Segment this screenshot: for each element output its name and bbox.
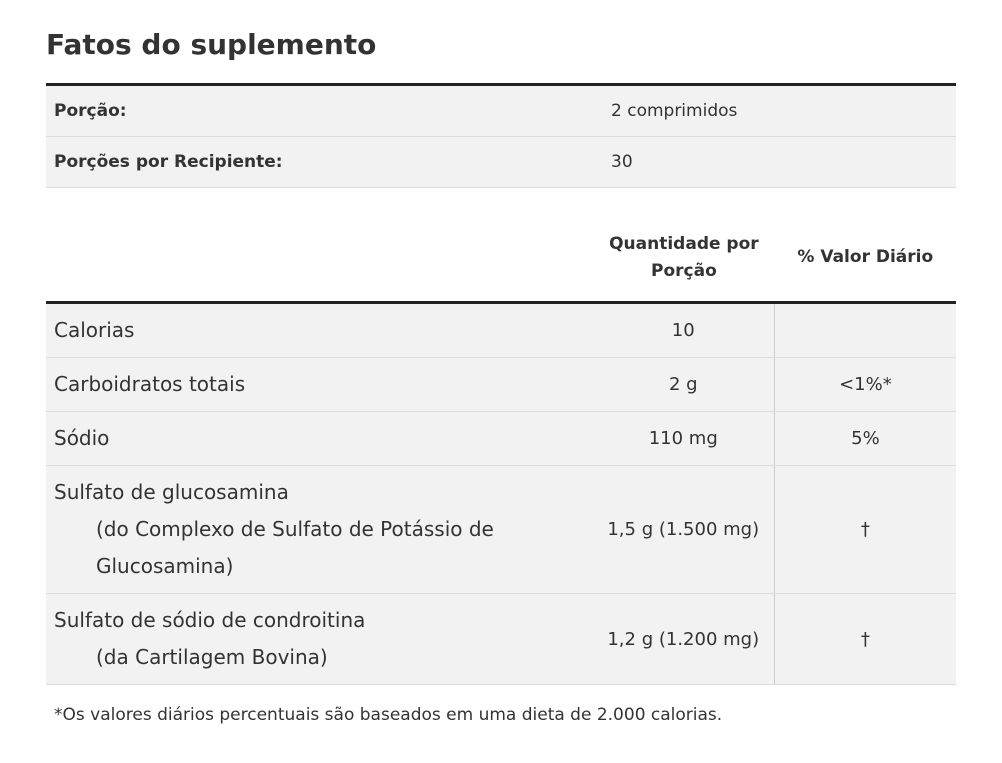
nutrient-cell: Sulfato de glucosamina (do Complexo de Su… [46,466,593,593]
nutrient-row: Sulfato de glucosamina (do Complexo de Su… [46,466,956,594]
nutrient-row: Calorias 10 [46,304,956,358]
daily-value: † [773,466,956,593]
nutrient-row: Sulfato de sódio de condroitina (da Carti… [46,594,956,685]
nutrient-name: Carboidratos totais [54,372,246,396]
title: Fatos do suplemento [46,28,377,61]
amount: 110 mg [648,428,718,449]
serving-row: Porções por Recipiente: 30 [46,137,956,188]
serving-label: Porção: [54,101,127,121]
nutrient-name: Sulfato de sódio de condroitina [54,608,366,632]
nutrient-cell: Sódio [46,412,593,465]
daily-value: <1%* [773,358,956,411]
daily-value: † [773,594,956,684]
serving-value: 2 comprimidos [611,101,738,121]
amount: 1,5 g (1.500 mg) [607,519,760,540]
nutrient-cell: Carboidratos totais [46,358,593,411]
nutrient-table: Calorias 10 Carboidratos totais 2 g <1%* Sódi… [46,304,956,685]
amount: 10 [671,320,695,341]
daily-value: 5% [773,412,956,465]
serving-label: Porções por Recipiente: [54,152,283,172]
serving-row: Porção: 2 comprimidos [46,86,956,137]
nutrient-row: Carboidratos totais 2 g <1%* [46,358,956,412]
serving-value: 30 [611,152,633,172]
nutrient-source: (da Cartilagem Bovina) [96,645,328,669]
nutrient-name: Sódio [54,426,110,450]
footnote: *Os valores diários percentuais são base… [54,705,723,725]
nutrient-row: Sódio 110 mg 5% [46,412,956,466]
serving-table: Porção: 2 comprimidos Porções por Recipien… [46,83,956,188]
daily-value [773,304,956,357]
nutrient-name: Calorias [54,318,135,342]
nutrient-cell: Sulfato de sódio de condroitina (da Carti… [46,594,593,684]
table-header: Quantidade por Porção % Valor Diário [46,215,956,304]
column-header: Quantidade por Porção [609,233,759,281]
amount: 2 g [668,374,698,395]
nutrient-source: (do Complexo de Sulfato de Potássio de G… [96,517,494,578]
nutrient-cell: Calorias [46,304,593,357]
amount: 1,2 g (1.200 mg) [607,628,760,650]
nutrient-name: Sulfato de glucosamina [54,480,289,504]
column-header: % Valor Diário [797,247,934,268]
